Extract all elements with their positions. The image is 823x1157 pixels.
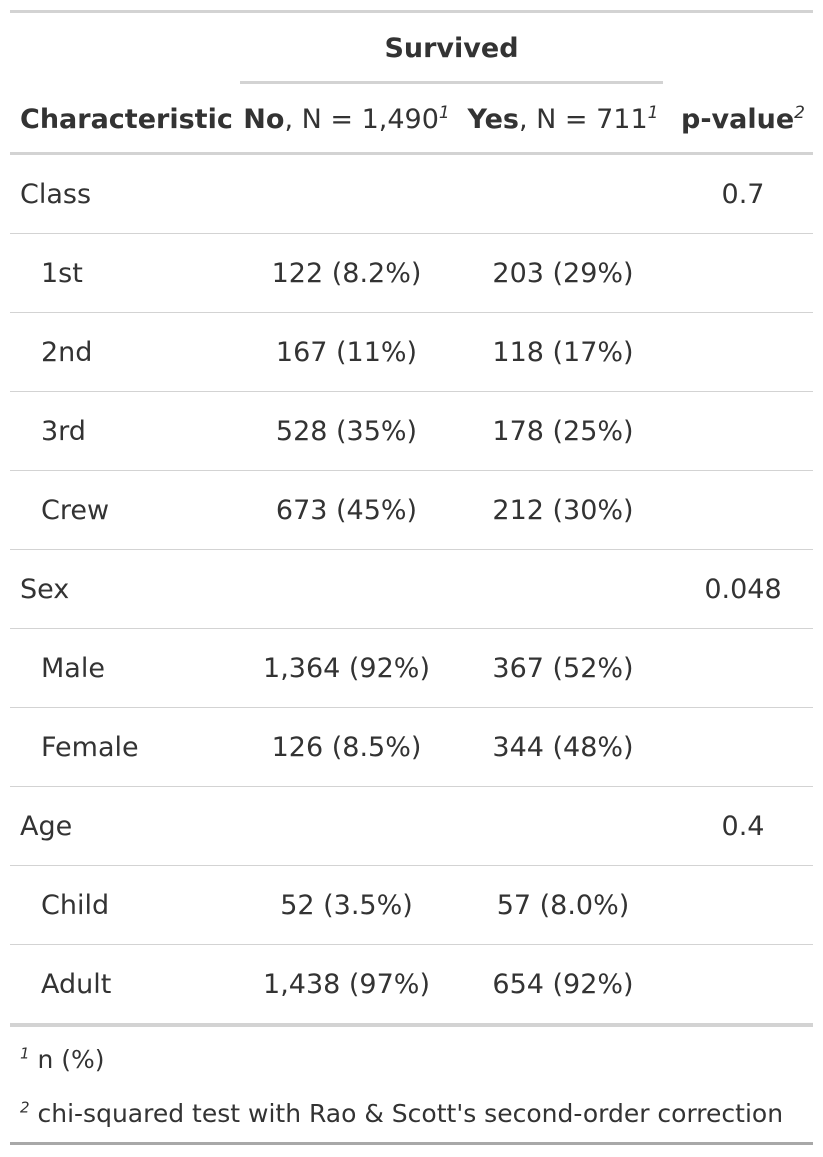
footnote-2-mark: 2 <box>20 1098 30 1117</box>
table-row: 1st 122 (8.2%) 203 (29%) <box>10 234 813 313</box>
header-yes-n: , N = 711 <box>518 104 648 135</box>
header-no-bold: No <box>243 104 285 135</box>
column-header-row: Characteristic No, N = 1,4901 Yes, N = 7… <box>10 86 813 152</box>
cell-yes: 654 (92%) <box>492 969 634 1000</box>
row-label: Adult <box>41 969 112 1000</box>
table-bottom-rule <box>10 1142 813 1145</box>
cell-no: 1,438 (97%) <box>263 969 430 1000</box>
header-yes-footnote-mark: 1 <box>647 103 659 123</box>
row-label: Class <box>20 179 92 210</box>
table-row: Adult 1,438 (97%) 654 (92%) <box>10 945 813 1024</box>
cell-no: 122 (8.2%) <box>271 258 422 289</box>
table-body: Class 0.7 1st 122 (8.2%) 203 (29%) 2nd 167 (11… <box>10 155 813 1024</box>
cell-yes: 344 (48%) <box>492 732 634 763</box>
row-label: Child <box>41 890 110 921</box>
header-bottom-rule <box>10 152 813 155</box>
summary-table: Survived Characteristic No, N = 1,4901 Y… <box>10 10 813 1145</box>
table-row: 3rd 528 (35%) 178 (25%) <box>10 392 813 471</box>
row-label: Crew <box>41 495 110 526</box>
cell-no: 528 (35%) <box>275 416 418 447</box>
footnote-1-text: n (%) <box>37 1045 105 1074</box>
spanner-label: Survived <box>384 33 519 64</box>
spanner-underline <box>240 81 663 84</box>
header-yes: Yes, N = 7111 <box>463 104 663 135</box>
cell-no: 1,364 (92%) <box>263 653 430 684</box>
row-label: 1st <box>41 258 83 289</box>
table-top-rule <box>10 10 813 13</box>
row-label: Age <box>20 811 73 842</box>
footnote-2-text: chi-squared test with Rao & Scott's seco… <box>37 1099 784 1128</box>
cell-no: 126 (8.5%) <box>271 732 422 763</box>
header-no-footnote-mark: 1 <box>438 103 450 123</box>
table-row: Child 52 (3.5%) 57 (8.0%) <box>10 866 813 945</box>
row-label: Female <box>41 732 139 763</box>
header-characteristic: Characteristic <box>20 104 233 135</box>
table-row: Class 0.7 <box>10 155 813 234</box>
footnote-1: 1 n (%) <box>20 1045 105 1074</box>
cell-no: 52 (3.5%) <box>280 890 413 921</box>
cell-no: 167 (11%) <box>275 337 418 368</box>
cell-yes: 203 (29%) <box>492 258 634 289</box>
header-no: No, N = 1,4901 <box>240 104 453 135</box>
row-label: Sex <box>20 574 70 605</box>
cell-p-value: 0.7 <box>721 179 765 210</box>
table-row: 2nd 167 (11%) 118 (17%) <box>10 313 813 392</box>
table-row: Female 126 (8.5%) 344 (48%) <box>10 708 813 787</box>
row-label: 2nd <box>41 337 93 368</box>
header-p-value: p-value2 <box>673 104 813 135</box>
table-row: Crew 673 (45%) 212 (30%) <box>10 471 813 550</box>
header-yes-bold: Yes <box>467 104 519 135</box>
footnotes: 1 n (%) 2 chi-squared test with Rao & Sc… <box>10 1027 813 1142</box>
cell-yes: 178 (25%) <box>492 416 634 447</box>
row-label: 3rd <box>41 416 86 447</box>
cell-yes: 367 (52%) <box>492 653 634 684</box>
cell-no: 673 (45%) <box>275 495 418 526</box>
spanner-row: Survived <box>10 13 813 86</box>
table-row: Sex 0.048 <box>10 550 813 629</box>
header-p-bold: p-value <box>681 104 795 135</box>
cell-yes: 118 (17%) <box>492 337 634 368</box>
header-p-footnote-mark: 2 <box>794 103 805 123</box>
table-row: Age 0.4 <box>10 787 813 866</box>
footnote-2: 2 chi-squared test with Rao & Scott's se… <box>20 1099 783 1128</box>
header-no-n: , N = 1,490 <box>284 104 439 135</box>
row-label: Male <box>41 653 105 684</box>
cell-yes: 212 (30%) <box>492 495 634 526</box>
table-row: Male 1,364 (92%) 367 (52%) <box>10 629 813 708</box>
cell-yes: 57 (8.0%) <box>496 890 630 921</box>
cell-p-value: 0.4 <box>721 811 765 842</box>
body-bottom-rule <box>10 1024 813 1027</box>
cell-p-value: 0.048 <box>704 574 782 605</box>
footnote-1-mark: 1 <box>20 1044 30 1063</box>
